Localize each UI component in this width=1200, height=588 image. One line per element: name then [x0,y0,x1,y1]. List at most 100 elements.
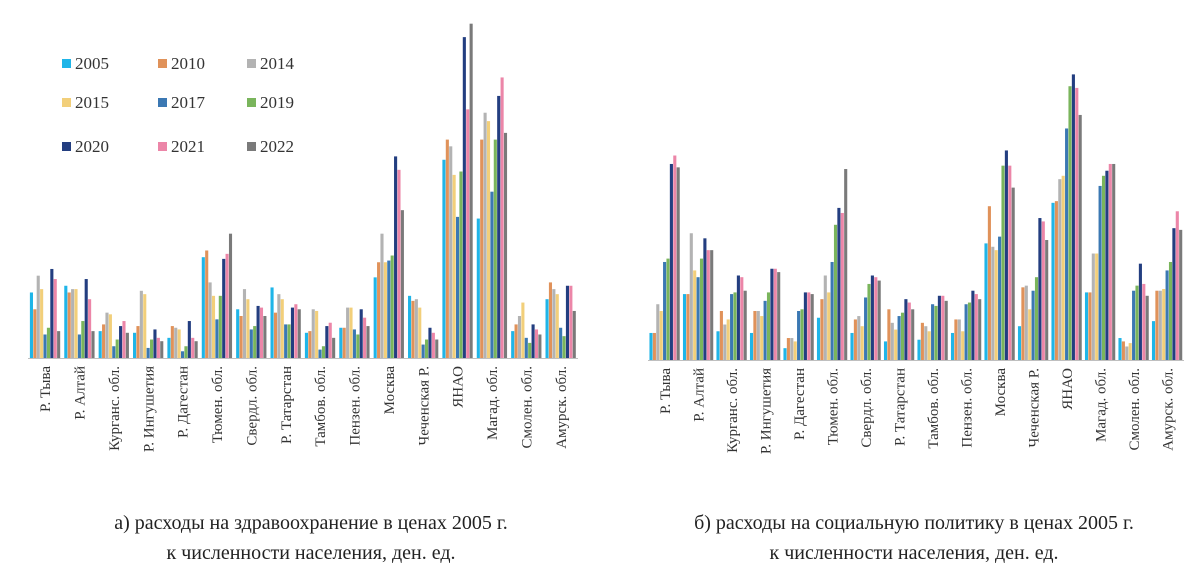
bar [793,341,797,360]
bar [50,268,54,358]
bar [699,258,704,360]
bar [46,327,50,358]
bar [924,326,928,360]
bar [377,262,381,358]
bar [760,316,764,360]
bar [462,37,466,359]
legend-swatch [158,142,167,151]
legend-swatch [62,142,71,151]
bar [740,277,744,360]
bar [253,326,257,358]
x-tick-label: Р. Тыва [38,366,54,412]
bar [1142,283,1146,360]
bar [225,253,229,358]
x-tick-label: Р. Алтай [691,368,707,422]
x-tick-label: Магад. обл. [1093,368,1109,442]
bar [837,207,841,360]
legend-label: 2021 [171,137,205,156]
bar [102,324,106,358]
bar [480,139,484,358]
bar [208,282,212,358]
bar [649,332,653,360]
bar [517,316,522,358]
bar [383,262,387,358]
bar [743,290,747,360]
legend-label: 2005 [75,54,109,73]
x-tick-label: Свердл. обл. [244,366,260,446]
bar [1105,170,1109,360]
bar [1095,253,1099,360]
x-tick-label: Свердл. обл. [859,368,875,448]
legend-swatch [158,98,167,107]
x-tick-label: Р. Дагестан [176,366,192,438]
bar [277,294,281,358]
bar [503,132,508,358]
bar [43,334,47,358]
bar [1112,163,1116,360]
bar [294,304,298,358]
chart-caption-line1: а) расходы на здравоохранение в ценах 20… [114,512,508,534]
bar [455,216,460,358]
x-tick-label: Курганс. обл. [725,368,741,453]
bar [853,319,857,360]
bar [528,342,532,358]
x-tick-label: Р. Алтай [73,366,89,420]
bar [177,329,181,358]
bar [493,139,497,358]
bar [1024,285,1028,360]
bar [259,307,264,358]
bar [521,302,525,358]
bar [280,299,284,358]
bar [917,339,921,360]
bar [1028,309,1032,360]
x-tick-label: ЯНАО [1060,368,1076,410]
bar [1168,261,1173,360]
x-tick-label: Амурск. обл. [1160,368,1176,451]
bar [877,280,881,360]
bar [133,332,137,358]
bar [290,307,295,358]
bar [816,317,821,360]
bar [249,329,253,358]
bar [810,294,814,360]
legend-swatch [247,98,256,107]
bar [373,277,377,358]
bar [1051,202,1055,360]
bar [222,258,226,358]
bar [524,337,528,358]
bar [659,310,663,360]
bar [315,310,319,358]
bar [994,250,998,360]
x-tick-label: Магад. обл. [485,366,501,440]
legend-label: 2022 [260,137,294,156]
bar [927,331,931,360]
bar [696,277,700,360]
bar [673,155,677,360]
bar [786,338,790,360]
bar [984,243,988,360]
bar [1175,211,1179,360]
bar [318,349,322,358]
bar [418,307,422,358]
bar [1151,321,1156,360]
legend-swatch [62,59,71,68]
legend-swatch [247,59,256,68]
bar [174,327,178,358]
bar [800,309,804,360]
x-tick-label: Смолен. обл. [519,366,535,448]
bar [689,233,693,360]
bar [534,329,539,358]
x-tick-label: Смолен. обл. [1127,368,1143,450]
bar [572,310,576,358]
bar [452,174,456,358]
chart-caption-line1: б) расходы на социальную политику в цена… [694,512,1134,534]
bar [961,331,965,360]
bar [218,295,222,358]
bar [514,324,518,358]
legend-label: 2019 [260,93,294,112]
bar [1075,87,1079,360]
bar [160,341,164,358]
bar [937,295,941,360]
bar [1004,150,1008,360]
bar [931,304,935,360]
